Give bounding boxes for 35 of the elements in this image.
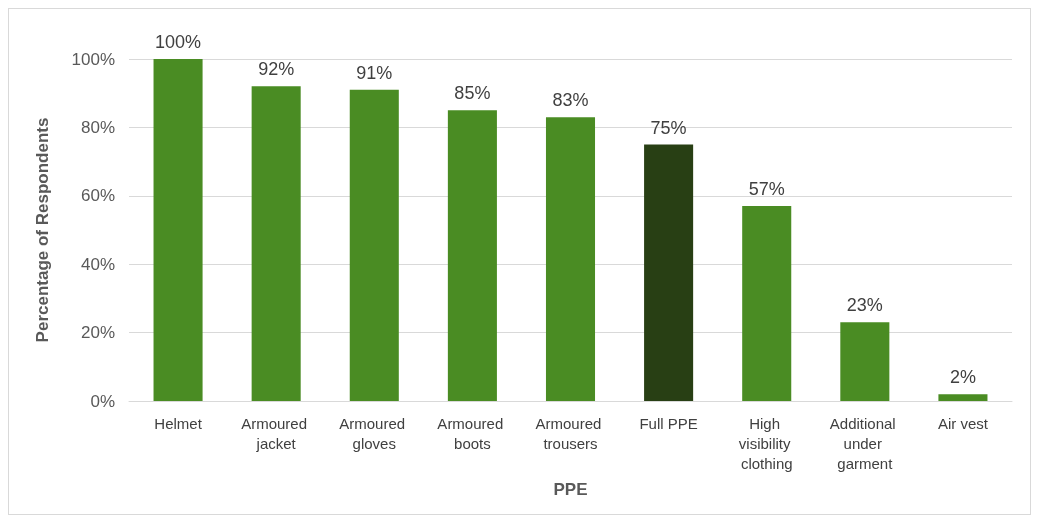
bar bbox=[447, 110, 497, 401]
y-tick-label: 40% bbox=[80, 254, 115, 274]
bar bbox=[153, 59, 203, 401]
y-tick-label: 0% bbox=[90, 391, 115, 411]
bar bbox=[644, 144, 694, 401]
x-tick-label: Air vest bbox=[937, 414, 989, 432]
data-label: 75% bbox=[650, 117, 687, 138]
bar bbox=[742, 206, 792, 401]
x-tick-label: Armoured gloves bbox=[339, 414, 410, 452]
x-axis-title: PPE bbox=[553, 480, 588, 499]
x-tick-label: Additional under garment bbox=[829, 414, 900, 472]
data-label: 92% bbox=[258, 59, 295, 80]
bar bbox=[349, 89, 399, 401]
x-tick-label: Full PPE bbox=[639, 414, 698, 432]
x-tick-label: Armoured trousers bbox=[535, 414, 606, 452]
x-tick-label: Helmet bbox=[154, 414, 203, 432]
data-label: 91% bbox=[356, 62, 393, 83]
y-tick-label: 80% bbox=[80, 117, 115, 137]
bar bbox=[545, 117, 596, 401]
y-tick-label: 60% bbox=[80, 186, 115, 206]
x-tick-label: Armoured boots bbox=[437, 414, 508, 452]
x-tick-label: High visibility clothing bbox=[738, 414, 795, 472]
y-tick-label: 100% bbox=[71, 49, 115, 69]
y-tick-label: 20% bbox=[80, 323, 115, 343]
data-label: 100% bbox=[155, 32, 202, 52]
y-axis-title: Percentage of Respondents bbox=[33, 117, 52, 343]
bar bbox=[251, 86, 301, 401]
data-label: 83% bbox=[552, 90, 589, 111]
bar bbox=[938, 394, 988, 401]
bar bbox=[840, 322, 890, 401]
x-tick-label: Armoured jacket bbox=[241, 414, 312, 452]
data-label: 2% bbox=[949, 367, 976, 388]
data-label: 85% bbox=[454, 83, 491, 104]
data-label: 23% bbox=[846, 295, 883, 316]
data-label: 57% bbox=[748, 179, 785, 200]
